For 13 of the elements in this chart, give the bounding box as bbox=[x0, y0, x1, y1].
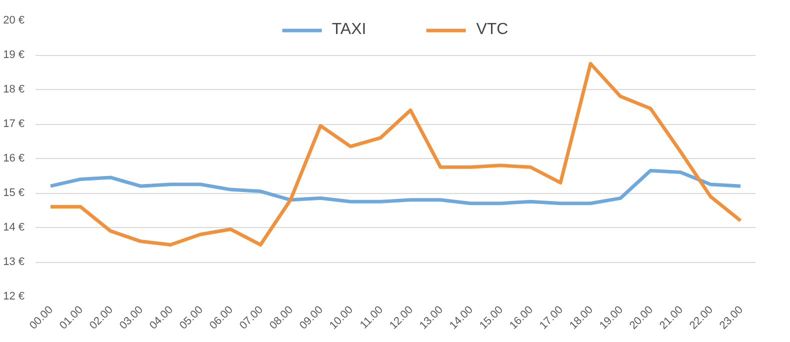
y-tick-label: 18 € bbox=[3, 84, 25, 96]
line-series bbox=[48, 168, 742, 206]
y-tick-label: 14 € bbox=[3, 222, 25, 234]
legend-label: TAXI bbox=[332, 21, 366, 39]
y-tick-label: 13 € bbox=[3, 256, 25, 268]
legend-label: VTC bbox=[476, 21, 508, 39]
y-tick-label: 12 € bbox=[3, 290, 25, 302]
y-tick-label: 17 € bbox=[3, 118, 25, 130]
y-tick-label: 16 € bbox=[3, 152, 25, 164]
y-tick-label: 20 € bbox=[3, 14, 25, 26]
y-tick-label: 19 € bbox=[3, 49, 25, 61]
line-series bbox=[48, 62, 742, 246]
y-tick-label: 15 € bbox=[3, 187, 25, 199]
